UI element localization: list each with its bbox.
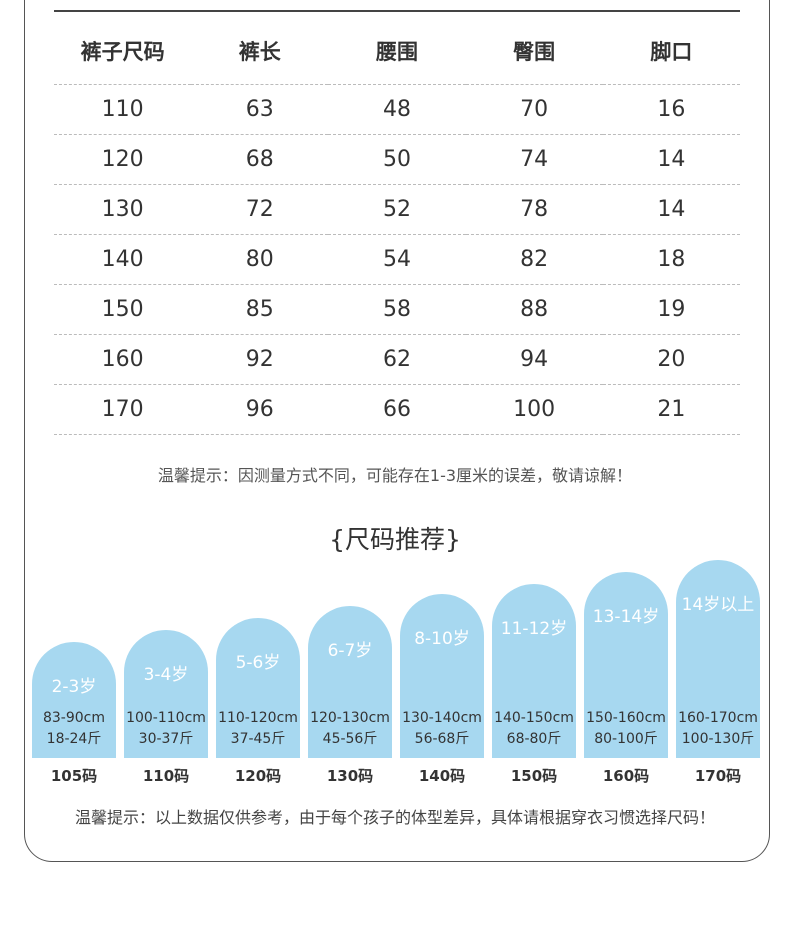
size-code: 110码	[142, 767, 190, 785]
cell-size: 140	[54, 234, 192, 285]
size-code: 170码	[694, 767, 742, 785]
age-label: 5-6岁	[235, 653, 281, 673]
top-rule	[54, 10, 740, 12]
weight-label: 68-80斤	[506, 731, 562, 747]
size-table: 裤子尺码 裤长 腰围 臀围 脚口 110 63 48 70 16 120 68 …	[54, 18, 740, 435]
reference-note: 温馨提示：以上数据仅供参考，由于每个孩子的体型差异，具体请根据穿衣习惯选择尺码！	[74, 808, 715, 827]
header-hem: 脚口	[602, 18, 740, 85]
cell-hem: 16	[602, 84, 740, 135]
table-row: 150 85 58 88 19	[54, 284, 740, 335]
size-code: 120码	[234, 767, 282, 785]
header-waist: 腰围	[328, 18, 466, 85]
age-label: 14岁以上	[681, 595, 755, 615]
age-label: 11-12岁	[500, 619, 568, 639]
cell-hip: 100	[465, 384, 603, 435]
cell-hip: 94	[465, 334, 603, 385]
height-label: 150-160cm	[586, 710, 666, 726]
cell-size: 130	[54, 184, 192, 235]
table-row: 160 92 62 94 20	[54, 334, 740, 385]
size-recommend-chart: 2-3岁 83-90cm 18-24斤 3-4岁 100-110cm 30-37…	[0, 560, 790, 760]
cell-length: 72	[191, 184, 329, 235]
header-hip: 臀围	[465, 18, 603, 85]
cell-hem: 14	[602, 134, 740, 185]
recommend-card: 5-6岁 110-120cm 37-45斤	[216, 618, 300, 758]
cell-hip: 70	[465, 84, 603, 135]
size-code: 105码	[50, 767, 98, 785]
cell-size: 120	[54, 134, 192, 185]
weight-label: 56-68斤	[414, 731, 470, 747]
size-code: 140码	[418, 767, 466, 785]
recommend-card: 6-7岁 120-130cm 45-56斤	[308, 606, 392, 758]
cell-length: 92	[191, 334, 329, 385]
recommend-title: {尺码推荐}	[329, 525, 461, 554]
cell-hem: 14	[602, 184, 740, 235]
height-label: 110-120cm	[218, 710, 298, 726]
cell-length: 80	[191, 234, 329, 285]
age-label: 3-4岁	[143, 665, 189, 685]
height-label: 120-130cm	[310, 710, 390, 726]
cell-hem: 20	[602, 334, 740, 385]
recommend-card: 13-14岁 150-160cm 80-100斤	[584, 572, 668, 758]
table-row: 120 68 50 74 14	[54, 134, 740, 185]
cell-length: 96	[191, 384, 329, 435]
cell-length: 63	[191, 84, 329, 135]
cell-waist: 58	[328, 284, 466, 335]
recommend-card: 14岁以上 160-170cm 100-130斤	[676, 560, 760, 758]
cell-waist: 66	[328, 384, 466, 435]
weight-label: 100-130斤	[681, 731, 755, 747]
height-label: 100-110cm	[126, 710, 206, 726]
age-label: 8-10岁	[414, 629, 470, 649]
content-frame	[24, 0, 770, 862]
header-size: 裤子尺码	[54, 18, 192, 85]
cell-length: 68	[191, 134, 329, 185]
size-code: 160码	[602, 767, 650, 785]
weight-label: 37-45斤	[230, 731, 286, 747]
height-label: 130-140cm	[402, 710, 482, 726]
measurement-note: 温馨提示：因测量方式不同，可能存在1-3厘米的误差，敬请谅解！	[157, 466, 633, 485]
recommend-card: 8-10岁 130-140cm 56-68斤	[400, 594, 484, 758]
recommend-card: 11-12岁 140-150cm 68-80斤	[492, 584, 576, 758]
cell-hip: 82	[465, 234, 603, 285]
age-label: 2-3岁	[51, 677, 97, 697]
cell-hem: 19	[602, 284, 740, 335]
height-label: 140-150cm	[494, 710, 574, 726]
cell-waist: 52	[328, 184, 466, 235]
cell-waist: 54	[328, 234, 466, 285]
cell-hip: 88	[465, 284, 603, 335]
cell-hip: 78	[465, 184, 603, 235]
table-header-row: 裤子尺码 裤长 腰围 臀围 脚口	[54, 18, 740, 85]
size-code: 150码	[510, 767, 558, 785]
cell-hem: 18	[602, 234, 740, 285]
weight-label: 30-37斤	[138, 731, 194, 747]
weight-label: 45-56斤	[322, 731, 378, 747]
weight-label: 80-100斤	[594, 731, 658, 747]
table-row: 140 80 54 82 18	[54, 234, 740, 285]
cell-waist: 48	[328, 84, 466, 135]
cell-size: 160	[54, 334, 192, 385]
cell-size: 150	[54, 284, 192, 335]
size-code: 130码	[326, 767, 374, 785]
header-length: 裤长	[191, 18, 329, 85]
cell-hip: 74	[465, 134, 603, 185]
recommend-card: 3-4岁 100-110cm 30-37斤	[124, 630, 208, 758]
cell-waist: 62	[328, 334, 466, 385]
cell-waist: 50	[328, 134, 466, 185]
table-row: 130 72 52 78 14	[54, 184, 740, 235]
cell-size: 110	[54, 84, 192, 135]
table-row: 110 63 48 70 16	[54, 84, 740, 135]
age-label: 13-14岁	[592, 607, 660, 627]
age-label: 6-7岁	[327, 641, 373, 661]
recommend-card: 2-3岁 83-90cm 18-24斤	[32, 642, 116, 758]
height-label: 83-90cm	[42, 710, 105, 726]
cell-length: 85	[191, 284, 329, 335]
cell-hem: 21	[602, 384, 740, 435]
weight-label: 18-24斤	[46, 731, 102, 747]
table-row: 170 96 66 100 21	[54, 384, 740, 435]
height-label: 160-170cm	[678, 710, 758, 726]
cell-size: 170	[54, 384, 192, 435]
